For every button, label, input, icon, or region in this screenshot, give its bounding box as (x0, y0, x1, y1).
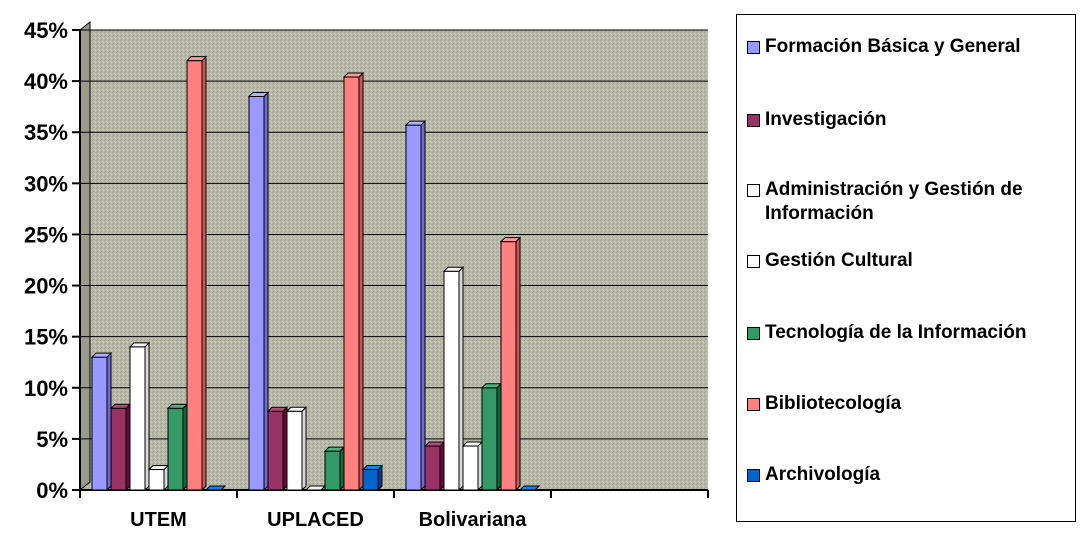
bar-side (106, 351, 112, 492)
legend-swatch-formacion (747, 41, 760, 54)
bar (443, 270, 460, 491)
bar-top (404, 120, 427, 126)
y-tick-label: 10% (24, 376, 68, 401)
bar-top (323, 446, 346, 452)
y-tick-label: 45% (24, 18, 68, 43)
left-depth-wall (79, 20, 91, 492)
legend-label-archivologia: Archivología (765, 464, 881, 485)
bar (129, 346, 146, 491)
bar (343, 76, 360, 491)
bar (462, 445, 479, 491)
bar-top (185, 56, 208, 62)
legend-swatch-tecnologia (747, 327, 760, 340)
bar (167, 407, 184, 491)
legend-swatch-archivologia (747, 469, 760, 482)
legend-item-archivologia: Archivología (747, 463, 1072, 487)
bar (324, 450, 341, 491)
legend-item-tecnologia: Tecnología de la Información (747, 321, 1072, 345)
bar-side (144, 341, 150, 492)
bar-side (477, 440, 483, 492)
x-tick-label: UTEM (130, 509, 187, 531)
bar-top (442, 266, 465, 272)
bar-side (515, 236, 521, 492)
bar-side (439, 440, 445, 492)
y-tick-label: 20% (24, 274, 68, 299)
bar (148, 469, 165, 491)
legend-swatch-administracion (747, 184, 760, 197)
bar-side (201, 55, 207, 492)
legend-label-administracion: Administración y Gestión de Información (765, 179, 1023, 224)
y-tick-label: 40% (24, 69, 68, 94)
bar-side (301, 406, 307, 492)
legend-item-formacion: Formación Básica y General (747, 35, 1072, 59)
x-tick-label: UPLACED (267, 509, 364, 531)
legend: Formación Básica y General Investigación… (736, 14, 1076, 522)
bar-side (339, 445, 345, 492)
bar (362, 469, 379, 491)
legend-swatch-bibliotecologia (747, 398, 760, 411)
bar-top (109, 403, 132, 409)
bar-top (423, 441, 446, 447)
y-tick-label: 15% (24, 325, 68, 350)
legend-item-investigacion: Investigación (747, 108, 1072, 132)
bar-side (282, 406, 288, 492)
legend-item-gestion-cultural: Gestión Cultural (747, 249, 1072, 273)
bar-top (304, 485, 327, 491)
legend-label-gestion-cultural: Gestión Cultural (765, 250, 913, 271)
bar-top (204, 485, 227, 491)
bar-top (499, 237, 522, 243)
bar-top (461, 441, 484, 447)
legend-label-investigacion: Investigación (765, 109, 887, 130)
y-tick-label: 5% (36, 427, 68, 452)
bar-top (266, 406, 289, 412)
bar-top (128, 342, 151, 348)
bar-top (90, 352, 113, 358)
bar (424, 445, 441, 491)
bar-top (480, 383, 503, 389)
bar (248, 95, 265, 491)
bar-side (458, 266, 464, 492)
bar-top (147, 465, 170, 471)
y-tick-label: 25% (24, 222, 68, 247)
y-tick-label: 35% (24, 120, 68, 145)
bar-top (361, 465, 384, 471)
bar-top (342, 72, 365, 78)
bar-side (358, 71, 364, 492)
legend-swatch-investigacion (747, 114, 760, 127)
bar-side (420, 119, 426, 492)
legend-label-tecnologia: Tecnología de la Información (765, 322, 1027, 343)
bar-top (518, 485, 541, 491)
bar (110, 407, 127, 491)
legend-label-bibliotecologia: Bibliotecología (765, 393, 902, 414)
bar-top (285, 406, 308, 412)
bar (405, 124, 422, 491)
bar-side (182, 403, 188, 492)
bar-side (263, 91, 269, 492)
bar (500, 241, 517, 491)
bar (267, 410, 284, 491)
bar (286, 410, 303, 491)
bar-side (125, 403, 131, 492)
legend-item-administracion: Administración y Gestión de Información (747, 178, 1072, 226)
legend-swatch-gestion-cultural (747, 255, 760, 268)
bar-top (166, 403, 189, 409)
bar (91, 356, 108, 491)
legend-item-bibliotecologia: Bibliotecología (747, 392, 1072, 416)
bar-side (496, 382, 502, 492)
bar-top (247, 91, 270, 97)
bar (481, 387, 498, 491)
y-tick-label: 0% (36, 478, 68, 503)
bar-chart: 0% 5% 10% 15% 20% 25% 30% 35% 40% 45% UTEM UPLACED B… (24, 18, 709, 531)
x-tick-label: Bolivariana (419, 509, 528, 531)
y-tick-label: 30% (24, 171, 68, 196)
legend-label-formacion: Formación Básica y General (765, 36, 1021, 57)
bar (186, 60, 203, 491)
